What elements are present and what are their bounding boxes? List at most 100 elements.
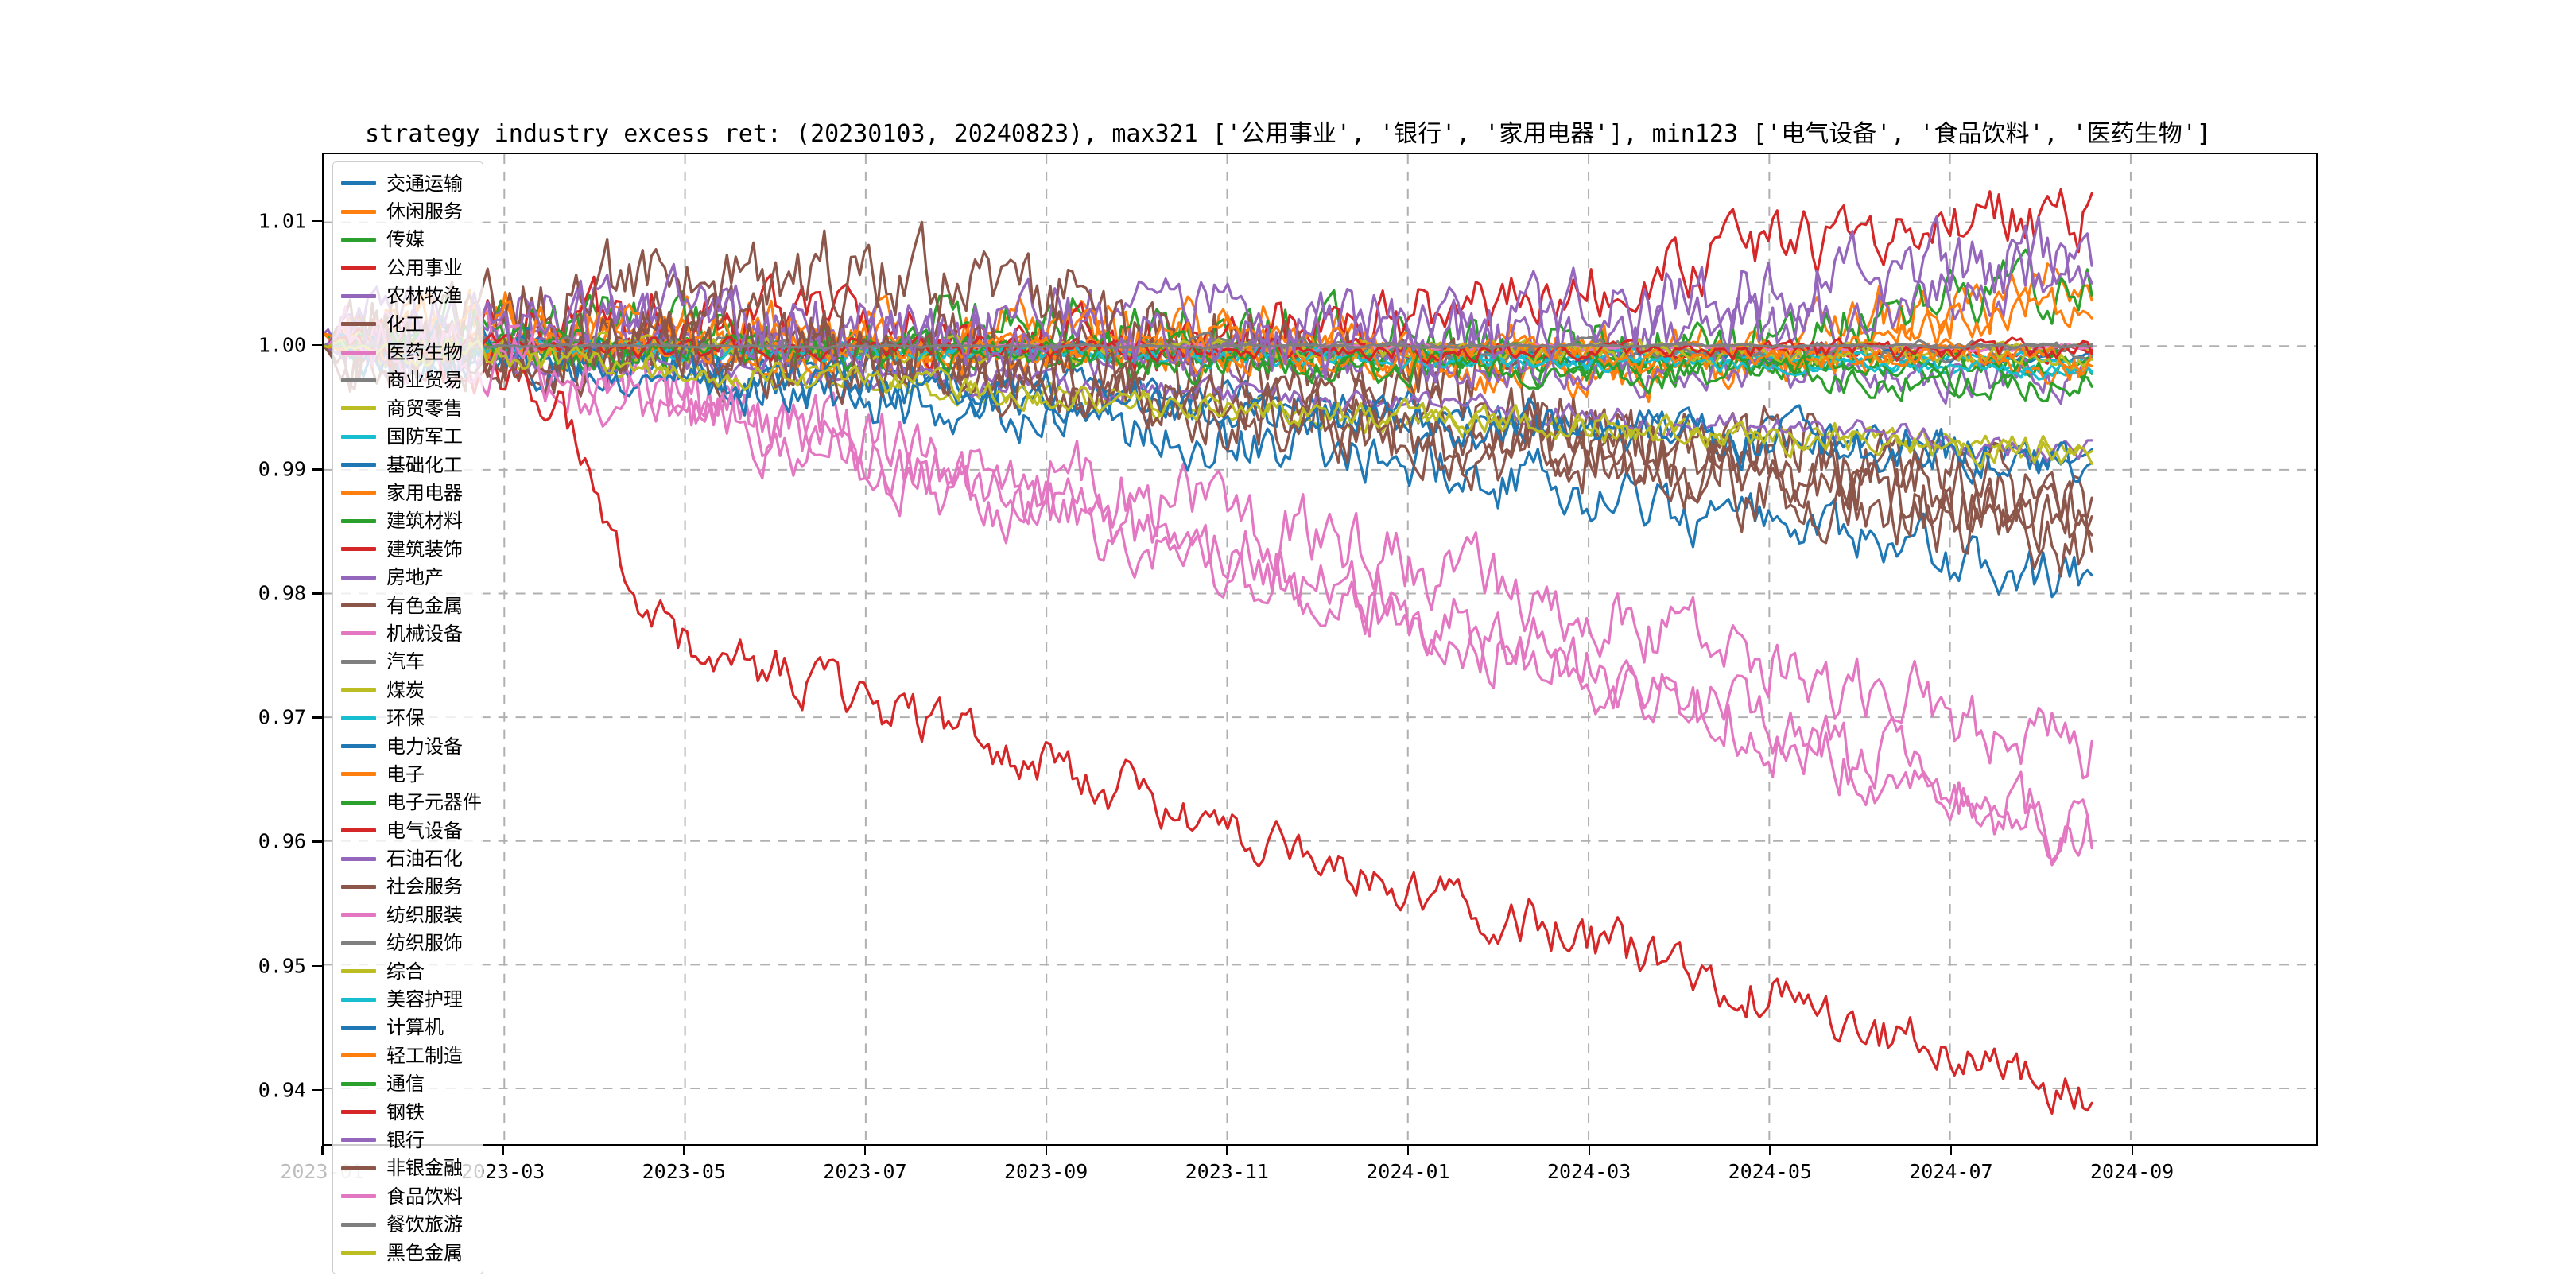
legend-item-36[interactable]: 食品饮料 xyxy=(341,1182,476,1210)
legend-color-swatch xyxy=(341,491,376,495)
legend-color-swatch xyxy=(341,1081,376,1086)
legend-label: 建筑材料 xyxy=(386,510,463,533)
y-tick-mark xyxy=(312,592,322,595)
legend-label: 电力设备 xyxy=(386,735,463,758)
legend-item-2[interactable]: 传媒 xyxy=(341,226,476,254)
legend-color-swatch xyxy=(341,603,376,608)
legend-color-swatch xyxy=(341,1251,376,1255)
y-tick-label: 1.00 xyxy=(258,333,306,357)
legend-item-0[interactable]: 交通运输 xyxy=(341,169,476,197)
legend-color-swatch xyxy=(341,884,376,889)
legend-label: 轻工制造 xyxy=(386,1044,463,1067)
legend-item-19[interactable]: 环保 xyxy=(341,704,476,731)
legend-item-32[interactable]: 通信 xyxy=(341,1070,476,1098)
legend-label: 商贸零售 xyxy=(386,397,463,420)
x-tick-mark xyxy=(863,1146,867,1155)
chart-legend[interactable]: 交通运输休闲服务传媒 公用事业农林牧渔 化工医药生物商业贸易商贸零售国防军工基础化工… xyxy=(332,161,483,1275)
legend-item-14[interactable]: 房地产 xyxy=(341,563,476,591)
legend-item-13[interactable]: 建筑装饰 xyxy=(341,535,476,563)
legend-item-21[interactable]: 电子 xyxy=(341,760,476,788)
legend-label: 国防军工 xyxy=(386,425,463,448)
legend-item-8[interactable]: 商贸零售 xyxy=(341,394,476,422)
legend-item-10[interactable]: 基础化工 xyxy=(341,451,476,479)
legend-label: 通信 xyxy=(386,1073,425,1096)
legend-color-swatch xyxy=(341,518,376,523)
legend-color-swatch xyxy=(341,181,376,186)
legend-item-6[interactable]: 医药生物 xyxy=(341,338,476,366)
legend-item-5[interactable]: 化工 xyxy=(341,310,476,338)
legend-label: 综合 xyxy=(386,960,425,983)
legend-color-swatch xyxy=(341,322,376,327)
legend-item-31[interactable]: 轻工制造 xyxy=(341,1042,476,1069)
legend-item-33[interactable]: 钢铁 xyxy=(341,1098,476,1126)
y-tick-label: 0.97 xyxy=(258,705,306,729)
x-tick-label: 2023-05 xyxy=(642,1160,726,1183)
legend-item-37[interactable]: 餐饮旅游 xyxy=(341,1210,476,1238)
legend-label: 纺织服饰 xyxy=(386,932,463,955)
legend-color-swatch xyxy=(341,772,376,777)
legend-color-swatch xyxy=(341,266,376,270)
legend-color-swatch xyxy=(341,828,376,833)
legend-item-17[interactable]: 汽车 xyxy=(341,648,476,676)
legend-item-15[interactable]: 有色金属 xyxy=(341,592,476,619)
legend-label: 医药生物 xyxy=(386,341,463,364)
legend-item-38[interactable]: 黑色金属 xyxy=(341,1239,476,1267)
y-tick-mark xyxy=(312,964,322,968)
legend-color-swatch xyxy=(341,350,376,355)
legend-item-22[interactable]: 电子元器件 xyxy=(341,789,482,817)
x-tick-mark xyxy=(1588,1146,1591,1155)
legend-item-23[interactable]: 电气设备 xyxy=(341,817,476,844)
x-tick-mark xyxy=(1769,1146,1771,1155)
legend-item-30[interactable]: 计算机 xyxy=(341,1014,476,1042)
legend-color-swatch xyxy=(341,716,376,720)
x-tick-label: 2024-01 xyxy=(1366,1160,1450,1183)
legend-item-1[interactable]: 休闲服务 xyxy=(341,197,476,225)
legend-label: 汽车 xyxy=(386,650,425,673)
legend-item-3[interactable]: 公用事业 xyxy=(341,254,476,281)
legend-item-7[interactable]: 商业贸易 xyxy=(341,367,476,394)
legend-color-swatch xyxy=(341,969,376,974)
y-tick-label: 0.95 xyxy=(258,954,306,978)
legend-item-24[interactable]: 石油石化 xyxy=(341,844,476,872)
x-tick-mark xyxy=(1045,1146,1048,1155)
x-tick-label: 2024-05 xyxy=(1728,1160,1812,1183)
legend-color-swatch xyxy=(341,1025,376,1030)
legend-item-27[interactable]: 纺织服饰 xyxy=(341,929,476,957)
legend-color-swatch xyxy=(341,913,376,918)
legend-label: 电子 xyxy=(386,762,425,786)
legend-label: 交通运输 xyxy=(386,172,463,195)
legend-color-swatch xyxy=(341,378,376,382)
legend-item-16[interactable]: 机械设备 xyxy=(341,619,476,647)
x-tick-mark xyxy=(2131,1146,2134,1155)
legend-label: 餐饮旅游 xyxy=(386,1213,463,1236)
legend-item-20[interactable]: 电力设备 xyxy=(341,732,476,760)
legend-color-swatch xyxy=(341,1110,376,1115)
legend-color-swatch xyxy=(341,941,376,945)
legend-item-34[interactable]: 银行 xyxy=(341,1126,476,1154)
legend-label: 石油石化 xyxy=(386,848,463,871)
legend-color-swatch xyxy=(341,406,376,411)
legend-item-29[interactable]: 美容护理 xyxy=(341,985,476,1013)
x-tick-mark xyxy=(321,1146,324,1155)
legend-item-28[interactable]: 综合 xyxy=(341,957,476,985)
legend-item-11[interactable]: 家用电器 xyxy=(341,479,476,506)
legend-item-25[interactable]: 社会服务 xyxy=(341,873,476,901)
x-tick-mark xyxy=(683,1146,685,1155)
legend-item-12[interactable]: 建筑材料 xyxy=(341,507,476,535)
x-tick-mark xyxy=(1949,1146,1953,1155)
legend-label: 公用事业 xyxy=(386,256,463,279)
chart-title: strategy industry excess ret: (20230103,… xyxy=(365,120,2211,148)
legend-color-swatch xyxy=(341,293,376,298)
legend-item-9[interactable]: 国防军工 xyxy=(341,423,476,451)
legend-item-26[interactable]: 纺织服装 xyxy=(341,901,476,929)
legend-item-35[interactable]: 非银金融 xyxy=(341,1154,476,1182)
legend-item-18[interactable]: 煤炭 xyxy=(341,676,476,704)
y-tick-mark xyxy=(312,219,322,223)
x-tick-label: 2024-07 xyxy=(1909,1160,1993,1183)
legend-label: 休闲服务 xyxy=(386,200,463,223)
legend-label: 家用电器 xyxy=(386,481,463,504)
legend-label: 煤炭 xyxy=(386,678,425,701)
legend-color-swatch xyxy=(341,856,376,861)
legend-item-4[interactable]: 农林牧渔 xyxy=(341,282,476,310)
